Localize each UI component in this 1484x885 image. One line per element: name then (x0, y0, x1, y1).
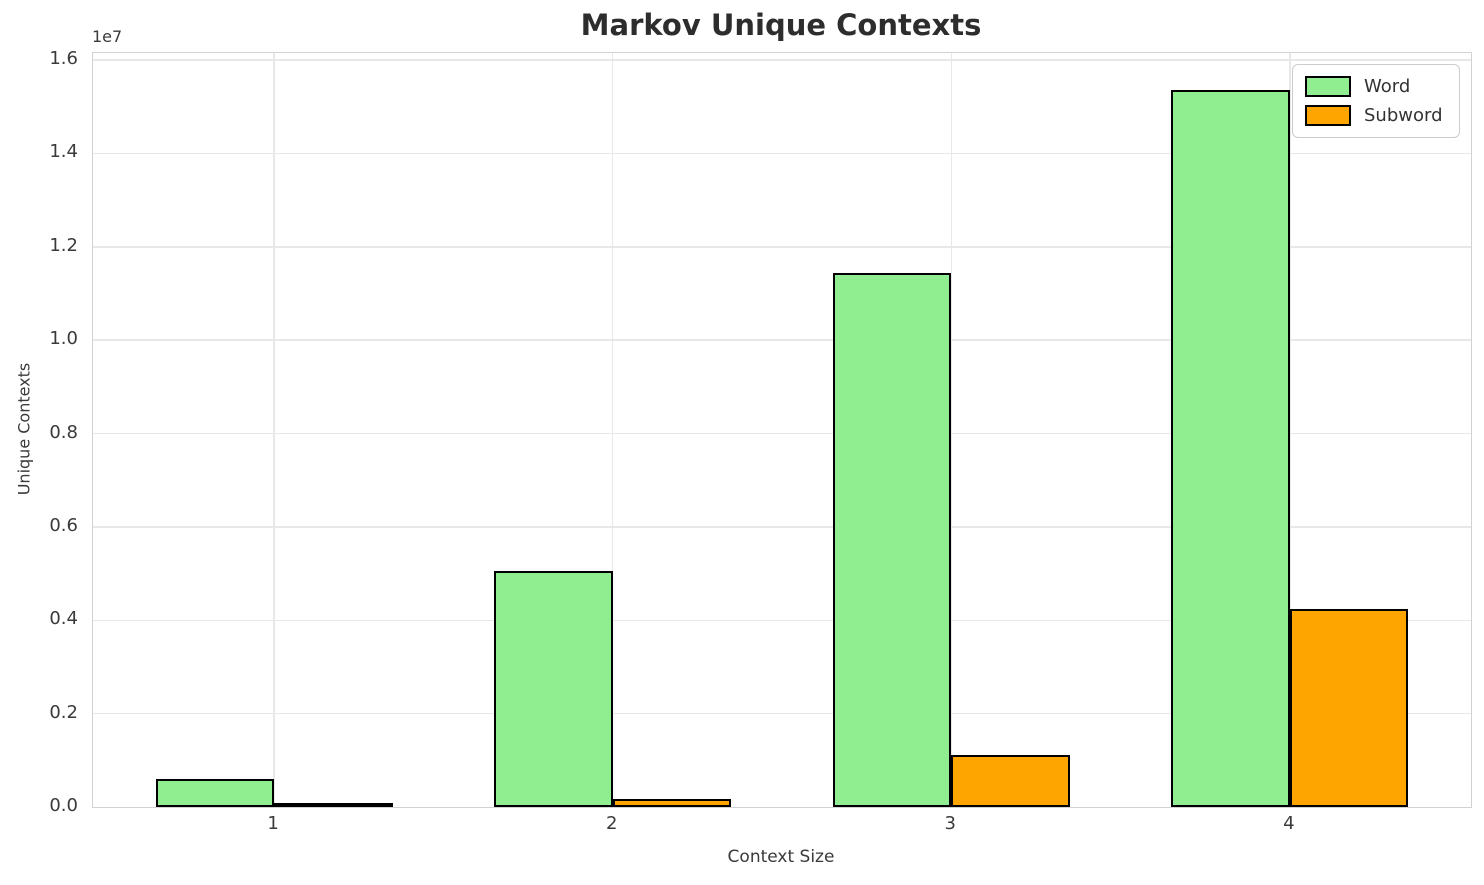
x-axis-label: Context Size (727, 847, 835, 867)
horizontal-gridline (93, 59, 1471, 61)
horizontal-gridline (93, 152, 1471, 155)
bar-subword-context-3 (951, 755, 1070, 807)
bar-subword-context-2 (612, 798, 732, 807)
legend-item-word: Word (1293, 72, 1459, 101)
y-tick-label: 1.6 (49, 48, 78, 69)
y-tick-label: 0.0 (49, 795, 78, 816)
vertical-gridline (950, 53, 953, 807)
y-tick-label: 0.6 (49, 514, 78, 536)
x-tick-label: 1 (267, 813, 279, 834)
vertical-gridline (1289, 53, 1291, 807)
horizontal-gridline (93, 619, 1471, 621)
x-tick-label: 2 (605, 813, 618, 834)
legend-item-subword: Subword (1293, 101, 1459, 130)
y-axis-offset-label: 1e7 (92, 27, 123, 46)
legend-label-word: Word (1364, 76, 1411, 97)
horizontal-gridline (93, 526, 1471, 528)
bar-word-context-4 (1171, 90, 1290, 807)
horizontal-gridline (93, 339, 1471, 341)
legend-swatch-word (1305, 76, 1351, 97)
plot-area (92, 52, 1472, 808)
bar-subword-context-4 (1289, 609, 1409, 807)
horizontal-gridline (93, 432, 1471, 435)
chart-title: Markov Unique Contexts (580, 8, 982, 42)
vertical-gridline (273, 53, 275, 807)
x-tick-label: 3 (944, 813, 956, 834)
bar-word-context-2 (494, 571, 613, 807)
y-tick-label: 0.8 (49, 421, 78, 443)
horizontal-gridline (93, 712, 1471, 715)
y-tick-label: 0.4 (49, 608, 78, 630)
vertical-gridline (611, 53, 614, 807)
y-tick-label: 1.0 (49, 328, 78, 350)
x-tick-label: 4 (1283, 813, 1295, 834)
bar-subword-context-1 (274, 803, 393, 807)
y-tick-label: 0.2 (49, 701, 78, 723)
y-tick-label: 1.4 (49, 141, 78, 163)
horizontal-gridline (93, 246, 1471, 248)
bar-word-context-3 (832, 272, 952, 807)
legend: Word Subword (1292, 64, 1460, 138)
bar-word-context-1 (155, 779, 275, 807)
legend-label-subword: Subword (1364, 105, 1443, 126)
legend-swatch-subword (1305, 105, 1351, 126)
y-tick-label: 1.2 (49, 234, 78, 256)
